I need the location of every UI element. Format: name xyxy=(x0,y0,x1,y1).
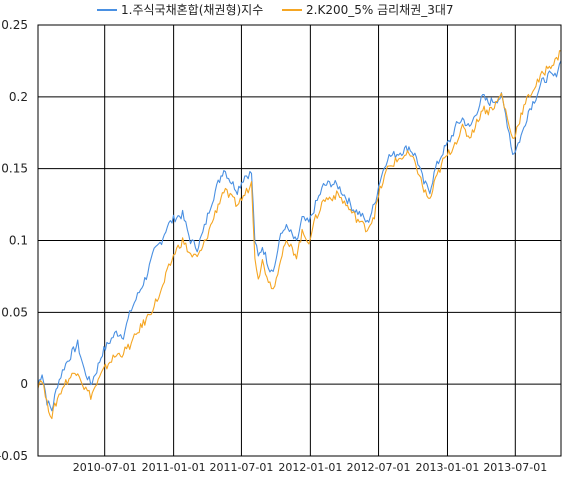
axes: -0.05 0 0.05 0.1 0.15 0.2 0.25 2010-07-01 2011-0… xyxy=(0,18,562,474)
x-tick-label: 2011-07-01 xyxy=(209,461,273,474)
y-tick-label: 0.25 xyxy=(1,18,28,32)
series-line-2 xyxy=(37,50,562,420)
y-tick-label: 0 xyxy=(20,377,28,391)
x-tick-label: 2011-01-01 xyxy=(142,461,206,474)
legend: 1.주식국채혼합(채권형)지수 2.K200_5% 금리채권_3대7 xyxy=(97,3,454,17)
x-tick-label: 2013-07-01 xyxy=(483,461,547,474)
x-tick-label: 2013-01-01 xyxy=(416,461,480,474)
y-tick-label: 0.1 xyxy=(9,234,28,248)
series-line-1 xyxy=(37,60,562,412)
y-tick-label: 0.2 xyxy=(9,90,28,104)
y-tick-label: -0.05 xyxy=(0,449,28,463)
x-tick-label: 2012-01-01 xyxy=(278,461,342,474)
x-tick-label: 2010-07-01 xyxy=(73,461,137,474)
legend-label: 2.K200_5% 금리채권_3대7 xyxy=(306,3,454,17)
y-tick-label: 0.05 xyxy=(1,305,28,319)
series-lines xyxy=(37,50,562,420)
legend-label: 1.주식국채혼합(채권형)지수 xyxy=(121,3,263,17)
y-tick-label: 0.15 xyxy=(1,162,28,176)
x-tick-label: 2012-07-01 xyxy=(347,461,411,474)
grid xyxy=(38,24,561,457)
plot-frame xyxy=(37,24,562,457)
